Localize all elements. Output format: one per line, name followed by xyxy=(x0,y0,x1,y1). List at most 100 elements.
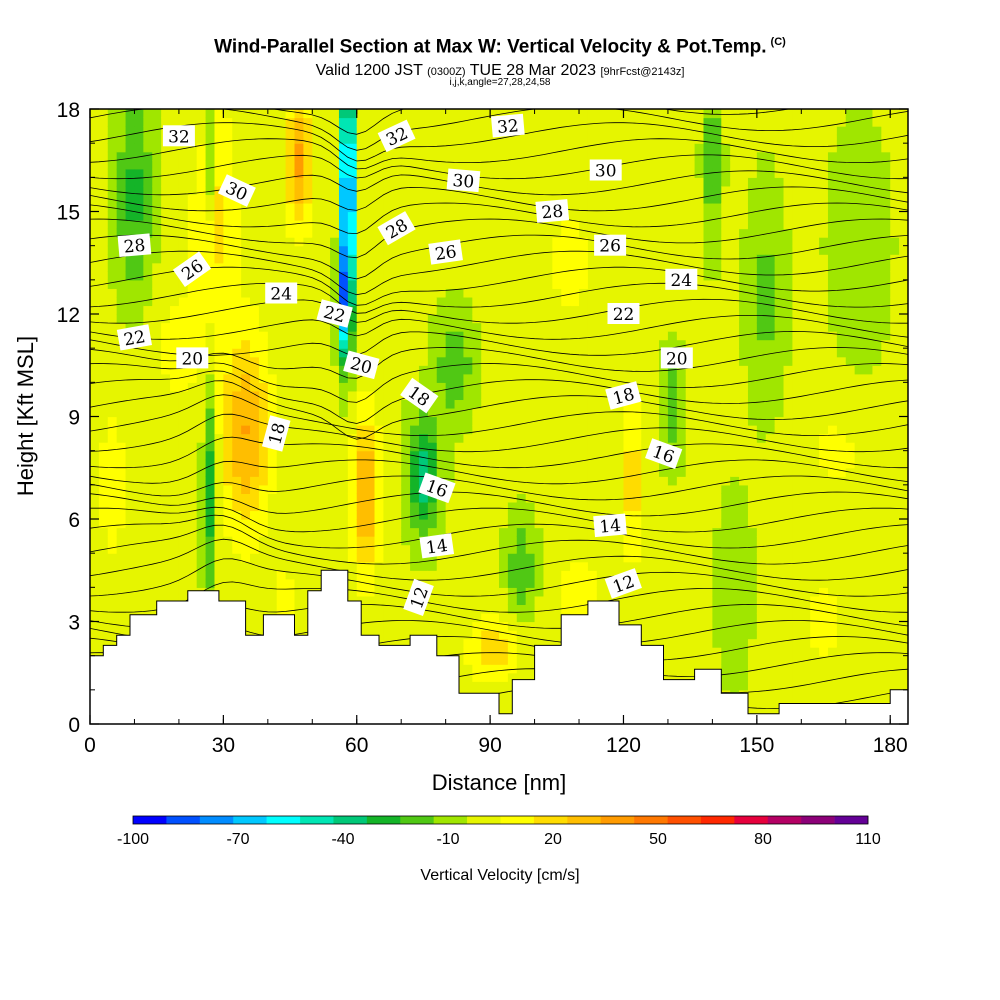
velocity-cell xyxy=(303,134,313,144)
velocity-cell xyxy=(650,194,660,204)
velocity-cell xyxy=(596,450,607,460)
velocity-cell xyxy=(187,450,198,460)
velocity-cell xyxy=(507,373,518,383)
velocity-cell xyxy=(276,587,287,597)
velocity-cell xyxy=(356,501,367,512)
velocity-cell xyxy=(445,604,456,614)
velocity-cell xyxy=(481,151,491,161)
velocity-cell xyxy=(285,544,296,554)
velocity-cell xyxy=(454,433,465,443)
velocity-cell xyxy=(232,109,242,119)
velocity-cell xyxy=(659,168,669,178)
velocity-cell xyxy=(303,314,313,324)
velocity-cell xyxy=(676,570,687,580)
velocity-cell xyxy=(561,433,571,443)
velocity-cell xyxy=(161,305,171,315)
velocity-cell xyxy=(418,271,429,281)
velocity-cell xyxy=(383,501,393,512)
velocity-cell xyxy=(650,279,660,289)
velocity-cell xyxy=(667,228,678,238)
velocity-cell xyxy=(178,484,189,494)
velocity-cell xyxy=(472,211,482,221)
velocity-cell xyxy=(205,126,216,136)
velocity-cell xyxy=(143,228,153,238)
velocity-cell xyxy=(365,322,376,332)
velocity-cell xyxy=(107,638,118,648)
velocity-cell xyxy=(490,194,500,204)
velocity-cell xyxy=(499,177,509,187)
velocity-cell xyxy=(552,228,562,238)
velocity-cell xyxy=(454,288,465,298)
velocity-cell xyxy=(196,501,207,512)
velocity-cell xyxy=(472,254,482,264)
velocity-cell xyxy=(472,390,482,401)
velocity-cell xyxy=(525,638,536,648)
velocity-cell xyxy=(472,595,482,606)
velocity-cell xyxy=(570,510,580,520)
velocity-cell xyxy=(170,245,180,255)
velocity-cell xyxy=(232,519,242,529)
velocity-cell xyxy=(116,348,127,358)
velocity-cell xyxy=(499,493,509,503)
velocity-cell xyxy=(525,177,536,187)
velocity-cell xyxy=(401,544,411,554)
velocity-cell xyxy=(561,339,571,349)
velocity-cell xyxy=(107,305,118,315)
velocity-cell xyxy=(178,228,189,238)
velocity-cell xyxy=(178,459,189,469)
velocity-cell xyxy=(223,237,233,247)
velocity-cell xyxy=(499,202,509,213)
velocity-cell xyxy=(694,484,705,494)
velocity-cell xyxy=(152,510,162,520)
velocity-cell xyxy=(134,570,144,580)
velocity-cell xyxy=(107,288,118,298)
velocity-cell xyxy=(365,527,376,537)
velocity-cell xyxy=(623,433,633,443)
velocity-cell xyxy=(418,126,429,136)
velocity-cell xyxy=(347,510,358,520)
velocity-cell xyxy=(152,160,162,170)
velocity-cell xyxy=(267,365,278,375)
velocity-cell xyxy=(418,288,429,298)
velocity-cell xyxy=(125,314,136,324)
velocity-cell xyxy=(632,536,642,546)
velocity-cell xyxy=(250,168,260,178)
velocity-cell xyxy=(294,459,304,469)
velocity-cell xyxy=(401,168,411,178)
velocity-cell xyxy=(703,664,713,674)
velocity-cell xyxy=(418,134,429,144)
velocity-cell xyxy=(605,407,616,418)
velocity-cell xyxy=(152,493,162,503)
velocity-cell xyxy=(321,553,331,563)
velocity-cell xyxy=(187,407,198,418)
velocity-cell xyxy=(214,459,224,469)
velocity-cell xyxy=(98,126,109,136)
velocity-cell xyxy=(276,160,287,170)
velocity-cell xyxy=(401,339,411,349)
velocity-cell xyxy=(445,527,456,537)
velocity-cell xyxy=(463,672,473,682)
velocity-cell xyxy=(632,373,642,383)
velocity-cell xyxy=(285,510,296,520)
velocity-cell xyxy=(587,237,598,247)
velocity-cell xyxy=(258,578,269,588)
velocity-cell xyxy=(436,510,447,520)
velocity-cell xyxy=(338,185,349,196)
velocity-cell xyxy=(347,570,358,580)
velocity-cell xyxy=(365,202,376,213)
velocity-cell xyxy=(525,553,536,563)
velocity-cell xyxy=(356,254,367,264)
velocity-cell xyxy=(107,510,118,520)
velocity-cell xyxy=(507,109,518,119)
velocity-cell xyxy=(321,365,331,375)
velocity-cell xyxy=(463,544,473,554)
velocity-cell xyxy=(125,399,136,409)
velocity-cell xyxy=(694,519,705,529)
velocity-cell xyxy=(258,202,269,213)
velocity-cell xyxy=(152,501,162,512)
velocity-cell xyxy=(552,459,562,469)
velocity-cell xyxy=(525,348,536,358)
velocity-cell xyxy=(161,493,171,503)
velocity-cell xyxy=(161,382,171,392)
velocity-cell xyxy=(516,314,527,324)
